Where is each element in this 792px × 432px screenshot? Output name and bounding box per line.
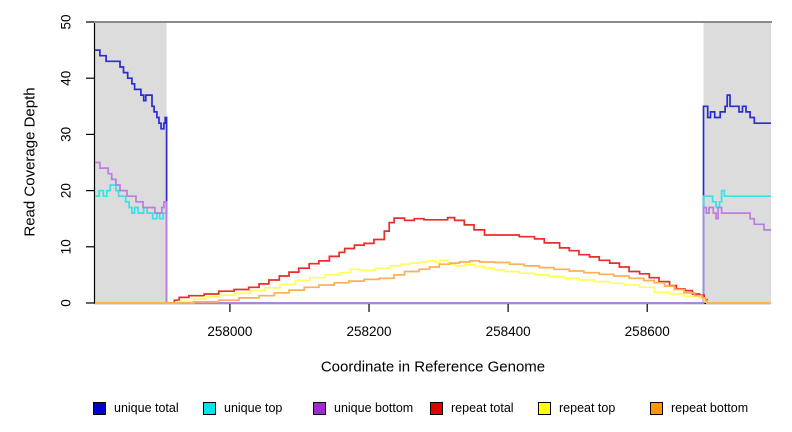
legend-label-repeat-total: repeat total xyxy=(451,401,514,415)
legend-item-unique-top: unique top xyxy=(203,399,282,417)
legend-swatch-unique-bottom xyxy=(313,401,326,415)
shaded-region-0 xyxy=(95,22,167,303)
y-tick-label: 40 xyxy=(59,71,74,86)
legend: unique total unique top unique bottom repea… xyxy=(0,399,792,417)
y-tick-label: 50 xyxy=(59,14,74,29)
legend-swatch-repeat-top xyxy=(538,401,551,415)
legend-label-repeat-bottom: repeat bottom xyxy=(671,401,749,415)
legend-swatch-unique-total xyxy=(93,401,106,415)
legend-label-repeat-top: repeat top xyxy=(559,401,616,415)
x-tick-label: 258200 xyxy=(346,324,391,339)
x-tick-label: 258400 xyxy=(486,324,531,339)
x-tick-label: 258600 xyxy=(625,324,670,339)
y-tick-label: 0 xyxy=(59,299,74,307)
legend-label-unique-total: unique total xyxy=(114,401,179,415)
legend-item-repeat-bottom: repeat bottom xyxy=(650,399,748,417)
legend-swatch-repeat-bottom xyxy=(650,401,663,415)
series-repeat-total xyxy=(95,216,771,304)
legend-label-unique-bottom: unique bottom xyxy=(334,401,414,415)
y-tick-label: 30 xyxy=(59,127,74,142)
series-repeat-bottom xyxy=(95,260,771,304)
axes: 258000 258200 258400 258600 0 10 20 30 40 50 xyxy=(59,14,771,339)
shaded-regions xyxy=(95,22,771,303)
series-unique-bottom xyxy=(95,161,771,304)
y-axis-title: Read Coverage Depth xyxy=(21,87,39,237)
shaded-region-1 xyxy=(703,22,771,303)
series-unique-total xyxy=(95,49,771,304)
series-lines xyxy=(95,49,771,304)
x-tick-label: 258000 xyxy=(207,324,252,339)
y-tick-label: 20 xyxy=(59,183,74,198)
legend-swatch-unique-top xyxy=(203,401,216,415)
legend-item-unique-bottom: unique bottom xyxy=(313,399,413,417)
series-repeat-top xyxy=(95,259,771,304)
legend-item-repeat-top: repeat top xyxy=(538,399,615,417)
legend-item-repeat-total: repeat total xyxy=(430,399,514,417)
legend-label-unique-top: unique top xyxy=(224,401,283,415)
x-axis-title: Coordinate in Reference Genome xyxy=(320,358,546,376)
y-tick-label: 10 xyxy=(59,239,74,254)
legend-item-unique-total: unique total xyxy=(93,399,179,417)
legend-swatch-repeat-total xyxy=(430,401,443,415)
